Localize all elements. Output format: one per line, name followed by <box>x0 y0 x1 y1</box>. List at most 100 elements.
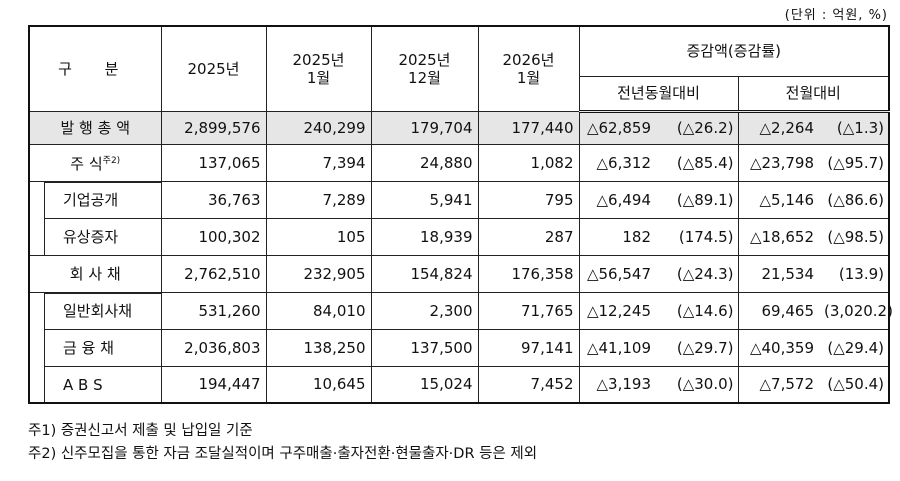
table-cell: 15,024 <box>370 365 479 404</box>
table-cell: 1,082 <box>477 143 580 182</box>
table-cell: △56,547 <box>578 254 656 293</box>
table-cell: 137,500 <box>370 328 479 367</box>
table-cell: (△95.7) <box>819 143 890 182</box>
row-label: 발 행 총 액 <box>28 110 162 145</box>
table-cell: 176,358 <box>477 254 580 293</box>
table-cell: 100,302 <box>160 217 267 256</box>
table-row: A B S 194,447 10,645 15,024 7,452 △3,193 (△30.… <box>28 365 890 404</box>
table-cell: 7,394 <box>265 143 372 182</box>
label-text: 기업공개 <box>63 191 119 210</box>
footnote: 주2) 신주모집을 통한 자금 조달실적이며 구주매출·출자전환·현물출자·DR… <box>28 446 538 462</box>
table-cell: 795 <box>477 180 580 219</box>
label-box: 유상증자 <box>44 218 161 255</box>
table-cell: 531,260 <box>160 291 267 330</box>
row-label: A B S <box>28 366 162 403</box>
label-text: A B S <box>63 375 103 394</box>
table-cell: 240,299 <box>265 110 372 145</box>
table-cell: 177,440 <box>477 110 580 145</box>
table-cell: 2,300 <box>370 291 479 330</box>
table-cell: 2,036,803 <box>160 328 267 367</box>
table-row: 기업공개 36,763 7,289 5,941 795 △6,494 (△89.1) △5,1… <box>28 180 890 219</box>
row-label: 일반회사채 <box>28 292 162 329</box>
table-cell: (△30.0) <box>656 365 739 404</box>
header-cell: 전월대비 <box>737 75 890 113</box>
table-row: 금 융 채 2,036,803 138,250 137,500 97,141 △41,10… <box>28 328 890 367</box>
header-cell: 2025년 <box>160 25 267 112</box>
table-cell: (△24.3) <box>656 254 739 293</box>
header-cell: 증감액(증감률) <box>578 25 890 77</box>
table-cell: △18,652 <box>737 217 819 256</box>
table-cell: △5,146 <box>737 180 819 219</box>
table-row: 발 행 총 액 2,899,576 240,299 179,704 177,440 △62… <box>28 110 890 145</box>
table-cell: 182 <box>578 217 656 256</box>
table-cell: (△86.6) <box>819 180 890 219</box>
table-cell: 21,534 <box>737 254 819 293</box>
table-cell: △23,798 <box>737 143 819 182</box>
table-cell: 69,465 <box>737 291 819 330</box>
table-cell: 71,765 <box>477 291 580 330</box>
table-row: 회 사 채 2,762,510 232,905 154,824 176,358 △56,5… <box>28 254 890 293</box>
table-cell: (174.5) <box>656 217 739 256</box>
table-cell: 154,824 <box>370 254 479 293</box>
table-cell: (△85.4) <box>656 143 739 182</box>
label-text: 발 행 총 액 <box>60 118 130 137</box>
header-cell: 2025년 1월 <box>265 25 372 112</box>
row-label: 유상증자 <box>28 218 162 255</box>
table-cell: △3,193 <box>578 365 656 404</box>
unit-note: (단위 : 억원, %) <box>784 8 888 23</box>
table-cell: (△29.7) <box>656 328 739 367</box>
table-header: 구 분 2025년 2025년 1월 2025년 12월 2026년 1월 증감… <box>28 25 890 113</box>
label-text: 금 융 채 <box>63 339 114 357</box>
table-cell: △6,312 <box>578 143 656 182</box>
table-row: 유상증자 100,302 105 18,939 287 182 (174.5) △18,652… <box>28 217 890 256</box>
header-cell: 전년동월대비 <box>578 75 739 113</box>
table-row: 주 식주2) 137,065 7,394 24,880 1,082 △6,312 (△85.… <box>28 143 890 182</box>
footnote: 주1) 증권신고서 제출 및 납입일 기준 <box>28 423 253 439</box>
table-cell: 18,939 <box>370 217 479 256</box>
table-cell: 137,065 <box>160 143 267 182</box>
label-box: A B S <box>44 366 161 402</box>
header-cell: 2025년 12월 <box>370 25 479 112</box>
table-cell: (△98.5) <box>819 217 890 256</box>
table-cell: 232,905 <box>265 254 372 293</box>
label-box: 기업공개 <box>44 181 161 218</box>
table-cell: 287 <box>477 217 580 256</box>
header-cell: 2026년 1월 <box>477 25 580 112</box>
table-cell: △62,859 <box>578 110 656 145</box>
table-cell: 10,645 <box>265 365 372 404</box>
row-label: 주 식주2) <box>28 143 162 182</box>
table-cell: △2,264 <box>737 110 819 145</box>
table-cell: 7,452 <box>477 365 580 404</box>
table-cell: 138,250 <box>265 328 372 367</box>
table-cell: 179,704 <box>370 110 479 145</box>
table-cell: (13.9) <box>819 254 890 293</box>
table-cell: 2,899,576 <box>160 110 267 145</box>
table-cell: 36,763 <box>160 180 267 219</box>
label-text: 주 식 <box>70 155 103 173</box>
row-label: 기업공개 <box>28 181 162 218</box>
table-cell: (△50.4) <box>819 365 890 404</box>
table-cell: 84,010 <box>265 291 372 330</box>
table-row: 일반회사채 531,260 84,010 2,300 71,765 △12,245 (△14… <box>28 291 893 330</box>
table-cell: △6,494 <box>578 180 656 219</box>
table-cell: △40,359 <box>737 328 819 367</box>
table-cell: 5,941 <box>370 180 479 219</box>
label-box: 일반회사채 <box>44 292 161 329</box>
table-cell: 105 <box>265 217 372 256</box>
issuance-table: 구 분 2025년 2025년 1월 2025년 12월 2026년 1월 증감… <box>28 25 893 404</box>
table-cell: 24,880 <box>370 143 479 182</box>
table-cell: △12,245 <box>578 291 656 330</box>
label-text: 회 사 채 <box>69 264 121 283</box>
label-text: 유상증자 <box>63 227 119 246</box>
table-cell: 7,289 <box>265 180 372 219</box>
label-text: 일반회사채 <box>63 302 133 321</box>
table-cell: 97,141 <box>477 328 580 367</box>
label-box: 금 융 채 <box>44 329 161 366</box>
row-label: 금 융 채 <box>28 329 162 366</box>
header-cell: 구 분 <box>28 25 162 112</box>
table-cell: (3,020.2) <box>819 291 893 330</box>
table-cell: (△1.3) <box>819 110 890 145</box>
table-cell: (△89.1) <box>656 180 739 219</box>
